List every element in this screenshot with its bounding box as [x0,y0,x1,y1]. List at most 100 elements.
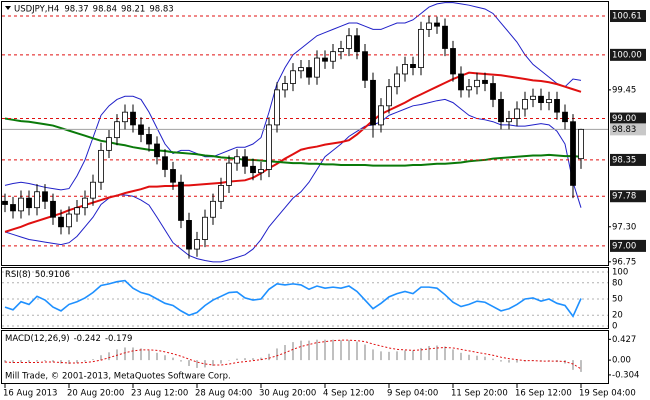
histogram-bar [164,355,166,361]
candle-body [34,191,40,209]
rsi-header: RSI(8) 50.9106 [5,270,70,280]
price-layer [2,2,611,263]
candle-body [186,220,192,250]
signal-value: -0.179 [105,334,132,344]
histogram-bar [188,360,190,366]
histogram-bar [356,341,358,361]
level-label: 98.35 [612,155,636,165]
candle-body [194,239,200,250]
level-label: 97.78 [612,192,636,202]
level-box [610,239,646,252]
histogram-bar [364,344,366,361]
candle-body [178,181,184,221]
candle-body [338,48,344,53]
candle-body [282,83,288,91]
x-tick-label: 28 Aug 04:00 [195,389,252,399]
candle-body [546,99,552,104]
candle-body [266,124,272,170]
candle-body [82,197,88,209]
histogram-bar [236,358,238,361]
level-label: 100.00 [612,50,642,60]
histogram-bar [492,358,494,361]
candle-body [290,70,296,84]
candle-body [466,86,472,91]
histogram-bar [140,348,142,361]
y-tick-label: 20 [612,311,623,321]
candle-body [162,156,168,170]
histogram-bar [180,360,182,362]
rsi-panel [1,267,609,329]
price-panel [1,1,609,266]
histogram-bar [252,358,254,361]
candle-body [10,204,16,212]
histogram-bar [380,351,382,361]
candle-body [450,48,456,75]
level-label: 100.61 [612,12,642,22]
x-tick-label: 30 Aug 20:00 [259,389,316,399]
candle-body [418,28,424,68]
candle-body [122,111,128,123]
current-price-label: 98.83 [612,125,636,135]
x-tick-label: 19 Sep 04:00 [579,389,636,399]
histogram-bar [260,357,262,361]
histogram-bar [196,360,198,368]
histogram-bar [132,347,134,361]
candle-body [202,216,208,240]
candle-body [298,67,304,72]
candle-body [226,162,232,186]
histogram-bar [28,360,30,363]
y-tick-label: 97.30 [612,222,636,232]
histogram-bar [156,352,158,361]
histogram-bar [460,352,462,361]
histogram-bar [348,340,350,361]
candle-body [42,191,48,202]
rsi-title: RSI(8) [5,270,31,280]
label-layer: RSI(8) 50.9106 MACD(12,26,9) -0.242 -0.179 … [5,270,231,382]
candle-body [530,95,536,100]
histogram-bar [476,355,478,361]
level-label: 97.00 [612,241,636,251]
candle-body [114,121,120,139]
x-tick-label: 20 Aug 20:00 [67,389,124,399]
candle-body [106,137,112,151]
header-high: 98.84 [93,4,117,14]
histogram-bar [340,340,342,361]
header-close: 98.83 [149,4,173,14]
candle-body [434,22,440,27]
histogram-bar [228,360,230,361]
histogram-bar [36,360,38,362]
macd-layer [4,338,611,376]
candle-body [154,143,160,158]
y-tick-label: 50 [612,294,623,304]
menu-arrow [5,6,11,10]
candle-body [482,79,488,84]
histogram-bar [300,340,302,361]
y-tick-label: 99.45 [612,85,636,95]
x-tick-label: 4 Sep 12:00 [323,389,374,399]
histogram-bar [508,360,510,363]
histogram-bar [204,360,206,368]
histogram-bar [516,360,518,363]
candle-body [18,197,24,212]
rsi-line [4,279,582,318]
candle-body [506,118,512,123]
macd-header: MACD(12,26,9) -0.242 -0.179 [5,334,132,344]
histogram-bar [92,359,94,361]
candle-body [474,79,480,88]
candle-body [426,22,432,30]
candle-body [570,121,576,186]
histogram-bar [308,340,310,361]
histogram-bar [44,360,46,362]
histogram-bar [148,350,150,361]
candle-body [130,111,136,126]
candle-body [210,200,216,218]
candle-body [250,165,256,174]
candle-body [234,156,240,164]
histogram-bar [404,350,406,361]
histogram-bar [76,360,78,364]
candle-body [138,124,144,135]
candle-body [410,64,416,68]
histogram-bar [4,360,6,363]
histogram-bar [484,356,486,361]
candle-body [522,99,528,110]
